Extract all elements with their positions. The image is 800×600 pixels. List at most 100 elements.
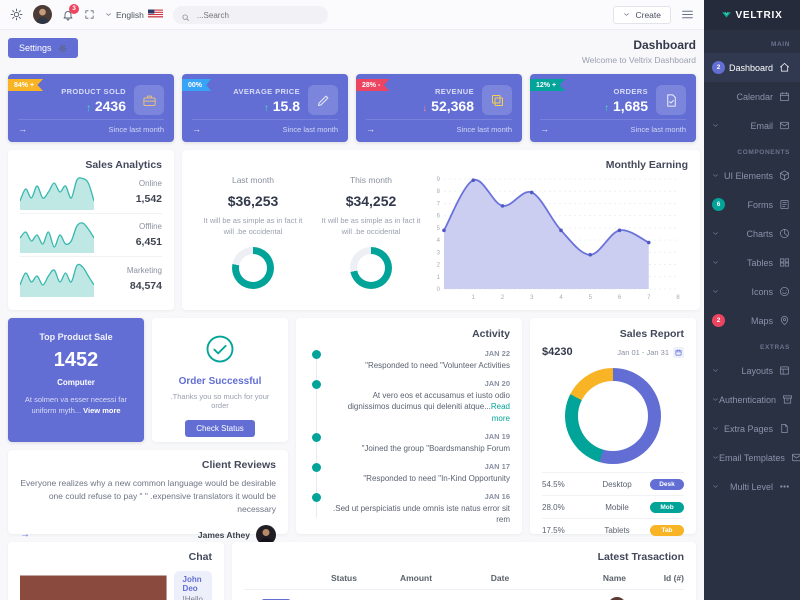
activity-item: JAN 22 "Responded to need "Volunteer Acti… [312,349,510,371]
envelope-icon [791,453,800,462]
user-avatar[interactable] [33,5,52,24]
sidebar-item-tables[interactable]: Tables [704,248,800,277]
chevron-down-icon [713,485,718,488]
chevron-down-icon [713,290,718,293]
sidebar-item-icons[interactable]: Icons [704,277,800,306]
arrow-right-icon[interactable]: → [18,124,27,134]
sidebar-item-authentication[interactable]: Authentication [704,385,800,414]
settings-gear-button[interactable] [10,8,23,21]
expand-icon [85,10,94,19]
chevron-down-icon [623,11,630,18]
svg-text:4: 4 [437,238,441,244]
sparkline-chart [20,263,94,297]
brand-logo[interactable]: VELTRIX [704,0,800,30]
svg-text:8: 8 [437,189,441,195]
sidebar-item-extra-pages[interactable]: Extra Pages [704,414,800,443]
chevron-down-icon [713,232,718,235]
percent-ribbon: 84% + [8,79,44,91]
sales-analytics-row-offline: Offline 6,451 [20,214,162,257]
sidebar-item-email-templates[interactable]: Email Templates [704,443,800,472]
sales-report-card: Sales Report $4230 Jan 01 - Jan 31 54.5%… [530,318,696,536]
this-month-value: $34,252 [345,193,397,209]
topbar: 3 English Create [0,0,704,30]
activity-item: JAN 16 .Sed ut perspiciatis unde omnis is… [312,492,510,525]
person-avatar-image [608,597,626,600]
percent-ribbon: 12% + [530,79,566,91]
form-icon [780,200,789,209]
chevron-down-icon [105,11,112,18]
svg-text:2: 2 [501,295,505,301]
svg-text:5: 5 [437,226,441,232]
last-month-value: $36,253 [227,193,279,209]
create-button[interactable]: Create [613,5,671,24]
sales-report-row-desktop: 54.5% Desktop Desk [542,472,684,495]
svg-text:7: 7 [647,295,651,301]
settings-button[interactable]: Settings [8,38,78,58]
language-label: English [116,9,144,20]
sales-analytics-title: Sales Analytics [85,159,162,171]
pencil-icon [317,95,328,106]
fullscreen-button[interactable] [84,9,95,20]
person-avatar-image [20,575,167,600]
date-range[interactable]: Jan 01 - Jan 31 [617,346,684,358]
notifications-button[interactable]: 3 [62,3,79,21]
arrow-right-icon[interactable]: → [192,124,201,134]
sales-report-row-tablets: 17.5% Tablets Tab [542,518,684,541]
arrow-right-icon[interactable]: → [366,124,375,134]
column-header: Date [490,573,510,583]
sidebar-item-email[interactable]: Email [704,111,800,140]
sidebar-item-dashboard[interactable]: 2 Dashboard [704,53,800,82]
trend-up-icon: ↑ [263,102,269,114]
area-chart: 0 1 2 3 4 5 6 7 8 9 1 2 3 4 5 6 7 8 [437,177,681,301]
stat-cards-row: 84% + PRODUCT SOLD ↑ 2436 → Since last month… [8,74,696,142]
this-month-radial-chart [350,246,392,289]
arrow-right-icon[interactable]: → [540,124,549,134]
table-icon [780,258,789,267]
review-quote: Everyone realizes why a new common langu… [20,478,276,515]
sales-report-donut-chart [565,368,661,464]
search-input[interactable] [172,6,328,25]
menu-badge: 2 [712,314,725,327]
view-more-link[interactable]: View more [83,406,121,416]
activity-card: Activity JAN 22 "Responded to need "Volun… [296,318,522,534]
stat-card-product-sold: 84% + PRODUCT SOLD ↑ 2436 → Since last month [8,74,174,142]
page-content: Settings Dashboard Welcome to Veltrix Da… [0,30,704,600]
language-selector[interactable]: English [105,9,163,20]
name-cell: Philip Smead [548,597,626,600]
sidebar-section-label: COMPONENTS [737,149,790,156]
sidebar-item-maps[interactable]: 2 Maps [704,306,800,335]
last-month-block: Last month $36,253 It will be as simple … [194,159,312,301]
sidebar-item-forms[interactable]: 6 Forms [704,190,800,219]
trend-up-icon: ↑ [85,102,91,114]
sales-report-row-mobile: 28.0% Mobile Mob [542,495,684,518]
activity-timeline: JAN 22 "Responded to need "Volunteer Acti… [308,349,510,526]
chat-avatar [20,571,167,600]
person-avatar-image [256,524,276,545]
file-icon [781,424,788,433]
reviewer-avatar [256,524,276,545]
search-icon [181,9,190,27]
arrow-right-icon[interactable]: → [20,529,30,541]
sales-analytics-card: Sales Analytics Online 1,542 Offline 6,451 M… [8,150,174,310]
sidebar-item-ui-elements[interactable]: UI Elements [704,161,800,190]
top-product-sale-card: Top Product Sale 1452 Computer At solmen… [8,318,144,442]
sparkline-chart [20,222,94,253]
home-icon [780,63,789,72]
us-flag-icon [147,9,163,20]
sidebar-item-multi-level[interactable]: Multi Level [704,472,800,501]
sales-analytics-row-marketing: Marketing 84,574 [20,257,162,300]
activity-item: JAN 17 "Responded to need "In-Kind Opport… [312,462,510,484]
this-month-block: This month $34,252 It will be as simple … [312,159,430,301]
sidebar-item-charts[interactable]: Charts [704,219,800,248]
latest-transaction-card: Latest Trasaction Status Amount Date Name Id… [232,542,696,600]
read-more-link[interactable]: Read more [490,402,510,423]
briefcase-icon [142,95,156,106]
gear-icon [57,43,67,53]
svg-text:9: 9 [437,177,441,183]
sidebar-item-calendar[interactable]: Calendar [704,82,800,111]
sidebar-item-layouts[interactable]: Layouts [704,356,800,385]
check-status-button[interactable]: Check Status [185,420,255,437]
filecheck-icon [666,93,676,107]
menu-toggle-button[interactable] [681,8,694,21]
sidebar-section-label: EXTRAS [760,344,790,351]
